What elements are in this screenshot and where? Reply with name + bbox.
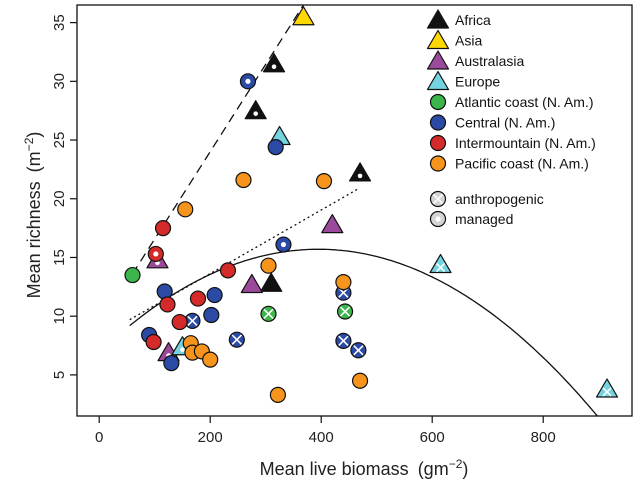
point-pacific-coast-n-am xyxy=(202,351,219,368)
point-central-n-am xyxy=(203,306,220,324)
point-pacific-coast-n-am xyxy=(260,257,277,274)
point-africa xyxy=(262,53,286,73)
legend-marker xyxy=(429,155,447,172)
point-europe xyxy=(595,378,619,398)
point-pacific-coast-n-am xyxy=(269,386,287,403)
point-central-n-am xyxy=(228,331,245,348)
legend-marker xyxy=(426,29,450,50)
point-central-n-am xyxy=(350,342,367,359)
point-intermountain-n-am xyxy=(189,290,207,307)
point-central-n-am xyxy=(206,286,223,304)
legend-label: anthropogenic xyxy=(455,191,544,207)
point-central-n-am xyxy=(275,236,292,253)
point-intermountain-n-am xyxy=(154,220,172,237)
x-axis: 0 200 400 600 800 xyxy=(95,416,556,446)
point-intermountain-n-am xyxy=(159,296,176,313)
data-points xyxy=(124,6,619,403)
point-pacific-coast-n-am xyxy=(315,173,333,190)
legend: Africa Asia Australasia Europe Atlantic coas… xyxy=(426,9,596,228)
point-pacific-coast-n-am xyxy=(235,171,252,189)
plot-frame xyxy=(76,4,633,417)
x-tick-label: 0 xyxy=(95,429,103,446)
point-africa xyxy=(244,100,267,120)
legend-label: managed xyxy=(455,211,513,227)
x-axis-title: Mean live biomass (gm−2) xyxy=(260,457,469,479)
point-central-n-am xyxy=(267,138,284,156)
legend-marker xyxy=(429,114,447,131)
legend-marker xyxy=(426,50,450,70)
legend-label: Europe xyxy=(455,74,500,90)
point-central-n-am xyxy=(335,332,352,349)
quadratic-fit-line xyxy=(129,248,599,416)
legend-label: Africa xyxy=(455,12,491,28)
legend-label: Central (N. Am.) xyxy=(455,115,555,131)
legend-marker xyxy=(426,9,450,29)
legend-label: Atlantic coast (N. Am.) xyxy=(455,94,593,110)
point-intermountain-n-am xyxy=(147,245,164,263)
x-tick-label: 800 xyxy=(531,429,556,446)
point-intermountain-n-am xyxy=(145,333,162,351)
y-tick-label: 30 xyxy=(51,73,68,90)
point-central-n-am xyxy=(184,312,201,329)
point-central-n-am xyxy=(163,355,180,372)
point-atlantic-coast-n-am xyxy=(124,266,141,284)
legend-label: Asia xyxy=(455,33,482,49)
point-pacific-coast-n-am xyxy=(335,274,352,291)
dotted-fit-line xyxy=(129,188,358,321)
legend-label: Australasia xyxy=(455,53,524,69)
legend-marker xyxy=(429,93,447,111)
point-australasia xyxy=(321,213,344,234)
x-tick-label: 200 xyxy=(198,429,223,446)
legend-marker xyxy=(426,70,450,91)
legend-marker-anthropogenic xyxy=(429,190,447,208)
legend-label: Intermountain (N. Am.) xyxy=(455,135,596,151)
point-australasia xyxy=(240,273,263,294)
point-atlantic-coast-n-am xyxy=(336,303,354,320)
point-europe xyxy=(429,253,452,274)
point-intermountain-n-am xyxy=(171,313,188,331)
legend-label: Pacific coast (N. Am.) xyxy=(455,156,589,172)
y-tick-label: 10 xyxy=(51,308,68,325)
y-tick-label: 15 xyxy=(51,249,68,266)
y-axis: 5 10 15 20 25 30 35 xyxy=(51,14,77,379)
legend-marker-managed xyxy=(429,210,447,228)
y-tick-label: 5 xyxy=(51,371,68,379)
point-asia xyxy=(292,6,315,26)
point-intermountain-n-am xyxy=(219,262,237,279)
x-tick-label: 400 xyxy=(309,429,334,446)
point-africa xyxy=(260,272,283,292)
point-pacific-coast-n-am xyxy=(351,372,369,389)
y-tick-label: 20 xyxy=(51,190,68,207)
y-axis-title: Mean richness (m−2) xyxy=(22,132,44,299)
y-tick-label: 25 xyxy=(51,132,68,149)
point-central-n-am xyxy=(239,73,257,90)
legend-marker xyxy=(429,134,447,152)
y-tick-label: 35 xyxy=(51,14,68,31)
point-atlantic-coast-n-am xyxy=(260,305,277,322)
point-africa xyxy=(348,162,372,182)
x-tick-label: 600 xyxy=(420,429,445,446)
point-pacific-coast-n-am xyxy=(177,201,194,218)
